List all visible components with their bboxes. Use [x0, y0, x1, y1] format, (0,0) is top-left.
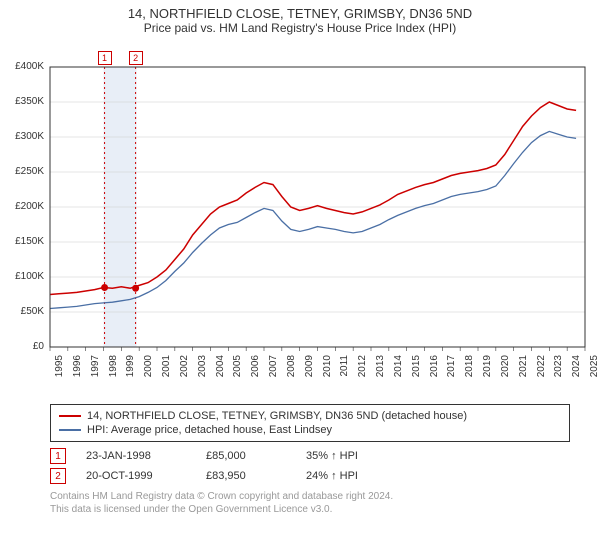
x-tick-label: 2016 — [429, 355, 440, 385]
x-tick-label: 2011 — [339, 355, 350, 385]
x-tick-label: 2024 — [571, 355, 582, 385]
legend-row: 14, NORTHFIELD CLOSE, TETNEY, GRIMSBY, D… — [59, 409, 561, 423]
sale-diff: 35% ↑ HPI — [306, 450, 406, 462]
x-tick-label: 2023 — [553, 355, 564, 385]
x-tick-label: 1996 — [72, 355, 83, 385]
sale-price: £85,000 — [206, 450, 286, 462]
chart-area: £0 £50K £100K £150K £200K £250K £300K £350K £400… — [0, 37, 600, 400]
sale-row: 2 20-OCT-1999 £83,950 24% ↑ HPI — [50, 466, 570, 486]
legend-row: HPI: Average price, detached house, East… — [59, 423, 561, 437]
sub-title: Price paid vs. HM Land Registry's House … — [0, 21, 600, 35]
x-tick-label: 2010 — [322, 355, 333, 385]
y-tick-label: £0 — [4, 341, 44, 352]
x-tick-label: 1995 — [54, 355, 65, 385]
y-tick-label: £400K — [4, 61, 44, 72]
x-tick-label: 2017 — [446, 355, 457, 385]
x-tick-label: 2019 — [482, 355, 493, 385]
x-tick-label: 2022 — [536, 355, 547, 385]
y-tick-label: £100K — [4, 271, 44, 282]
legend-swatch — [59, 415, 81, 417]
x-tick-label: 2015 — [411, 355, 422, 385]
title-block: 14, NORTHFIELD CLOSE, TETNEY, GRIMSBY, D… — [0, 0, 600, 37]
x-tick-label: 2014 — [393, 355, 404, 385]
y-tick-label: £250K — [4, 166, 44, 177]
x-tick-label: 2004 — [215, 355, 226, 385]
sale-row: 1 23-JAN-1998 £85,000 35% ↑ HPI — [50, 446, 570, 466]
x-tick-label: 2018 — [464, 355, 475, 385]
sale-marker-2: 2 — [129, 51, 143, 65]
x-tick-label: 2001 — [161, 355, 172, 385]
sale-diff: 24% ↑ HPI — [306, 470, 406, 482]
x-tick-label: 2003 — [197, 355, 208, 385]
x-tick-label: 2025 — [589, 355, 600, 385]
sale-date: 23-JAN-1998 — [86, 450, 186, 462]
sales-table: 1 23-JAN-1998 £85,000 35% ↑ HPI 2 20-OCT-1999… — [50, 446, 570, 486]
y-tick-label: £200K — [4, 201, 44, 212]
x-tick-label: 2006 — [250, 355, 261, 385]
x-tick-label: 1997 — [90, 355, 101, 385]
x-tick-label: 2013 — [375, 355, 386, 385]
x-tick-label: 2000 — [143, 355, 154, 385]
sale-price: £83,950 — [206, 470, 286, 482]
legend-box: 14, NORTHFIELD CLOSE, TETNEY, GRIMSBY, D… — [50, 404, 570, 442]
x-tick-label: 2021 — [518, 355, 529, 385]
x-tick-label: 2009 — [304, 355, 315, 385]
x-tick-label: 2002 — [179, 355, 190, 385]
y-tick-label: £350K — [4, 96, 44, 107]
legend-label: HPI: Average price, detached house, East… — [87, 424, 332, 436]
main-title: 14, NORTHFIELD CLOSE, TETNEY, GRIMSBY, D… — [0, 6, 600, 21]
x-tick-label: 2007 — [268, 355, 279, 385]
x-tick-label: 1999 — [125, 355, 136, 385]
x-tick-label: 1998 — [108, 355, 119, 385]
x-tick-label: 2020 — [500, 355, 511, 385]
legend-label: 14, NORTHFIELD CLOSE, TETNEY, GRIMSBY, D… — [87, 410, 467, 422]
y-tick-label: £50K — [4, 306, 44, 317]
sale-marker-1: 1 — [98, 51, 112, 65]
y-tick-label: £150K — [4, 236, 44, 247]
x-tick-label: 2008 — [286, 355, 297, 385]
y-tick-label: £300K — [4, 131, 44, 142]
line-chart-svg — [0, 37, 600, 397]
legend-swatch — [59, 429, 81, 431]
footnote: Contains HM Land Registry data © Crown c… — [50, 490, 570, 516]
x-tick-label: 2005 — [232, 355, 243, 385]
sale-row-marker: 2 — [50, 468, 66, 484]
footnote-line1: Contains HM Land Registry data © Crown c… — [50, 490, 570, 503]
footnote-line2: This data is licensed under the Open Gov… — [50, 503, 570, 516]
sale-date: 20-OCT-1999 — [86, 470, 186, 482]
sale-row-marker: 1 — [50, 448, 66, 464]
x-tick-label: 2012 — [357, 355, 368, 385]
